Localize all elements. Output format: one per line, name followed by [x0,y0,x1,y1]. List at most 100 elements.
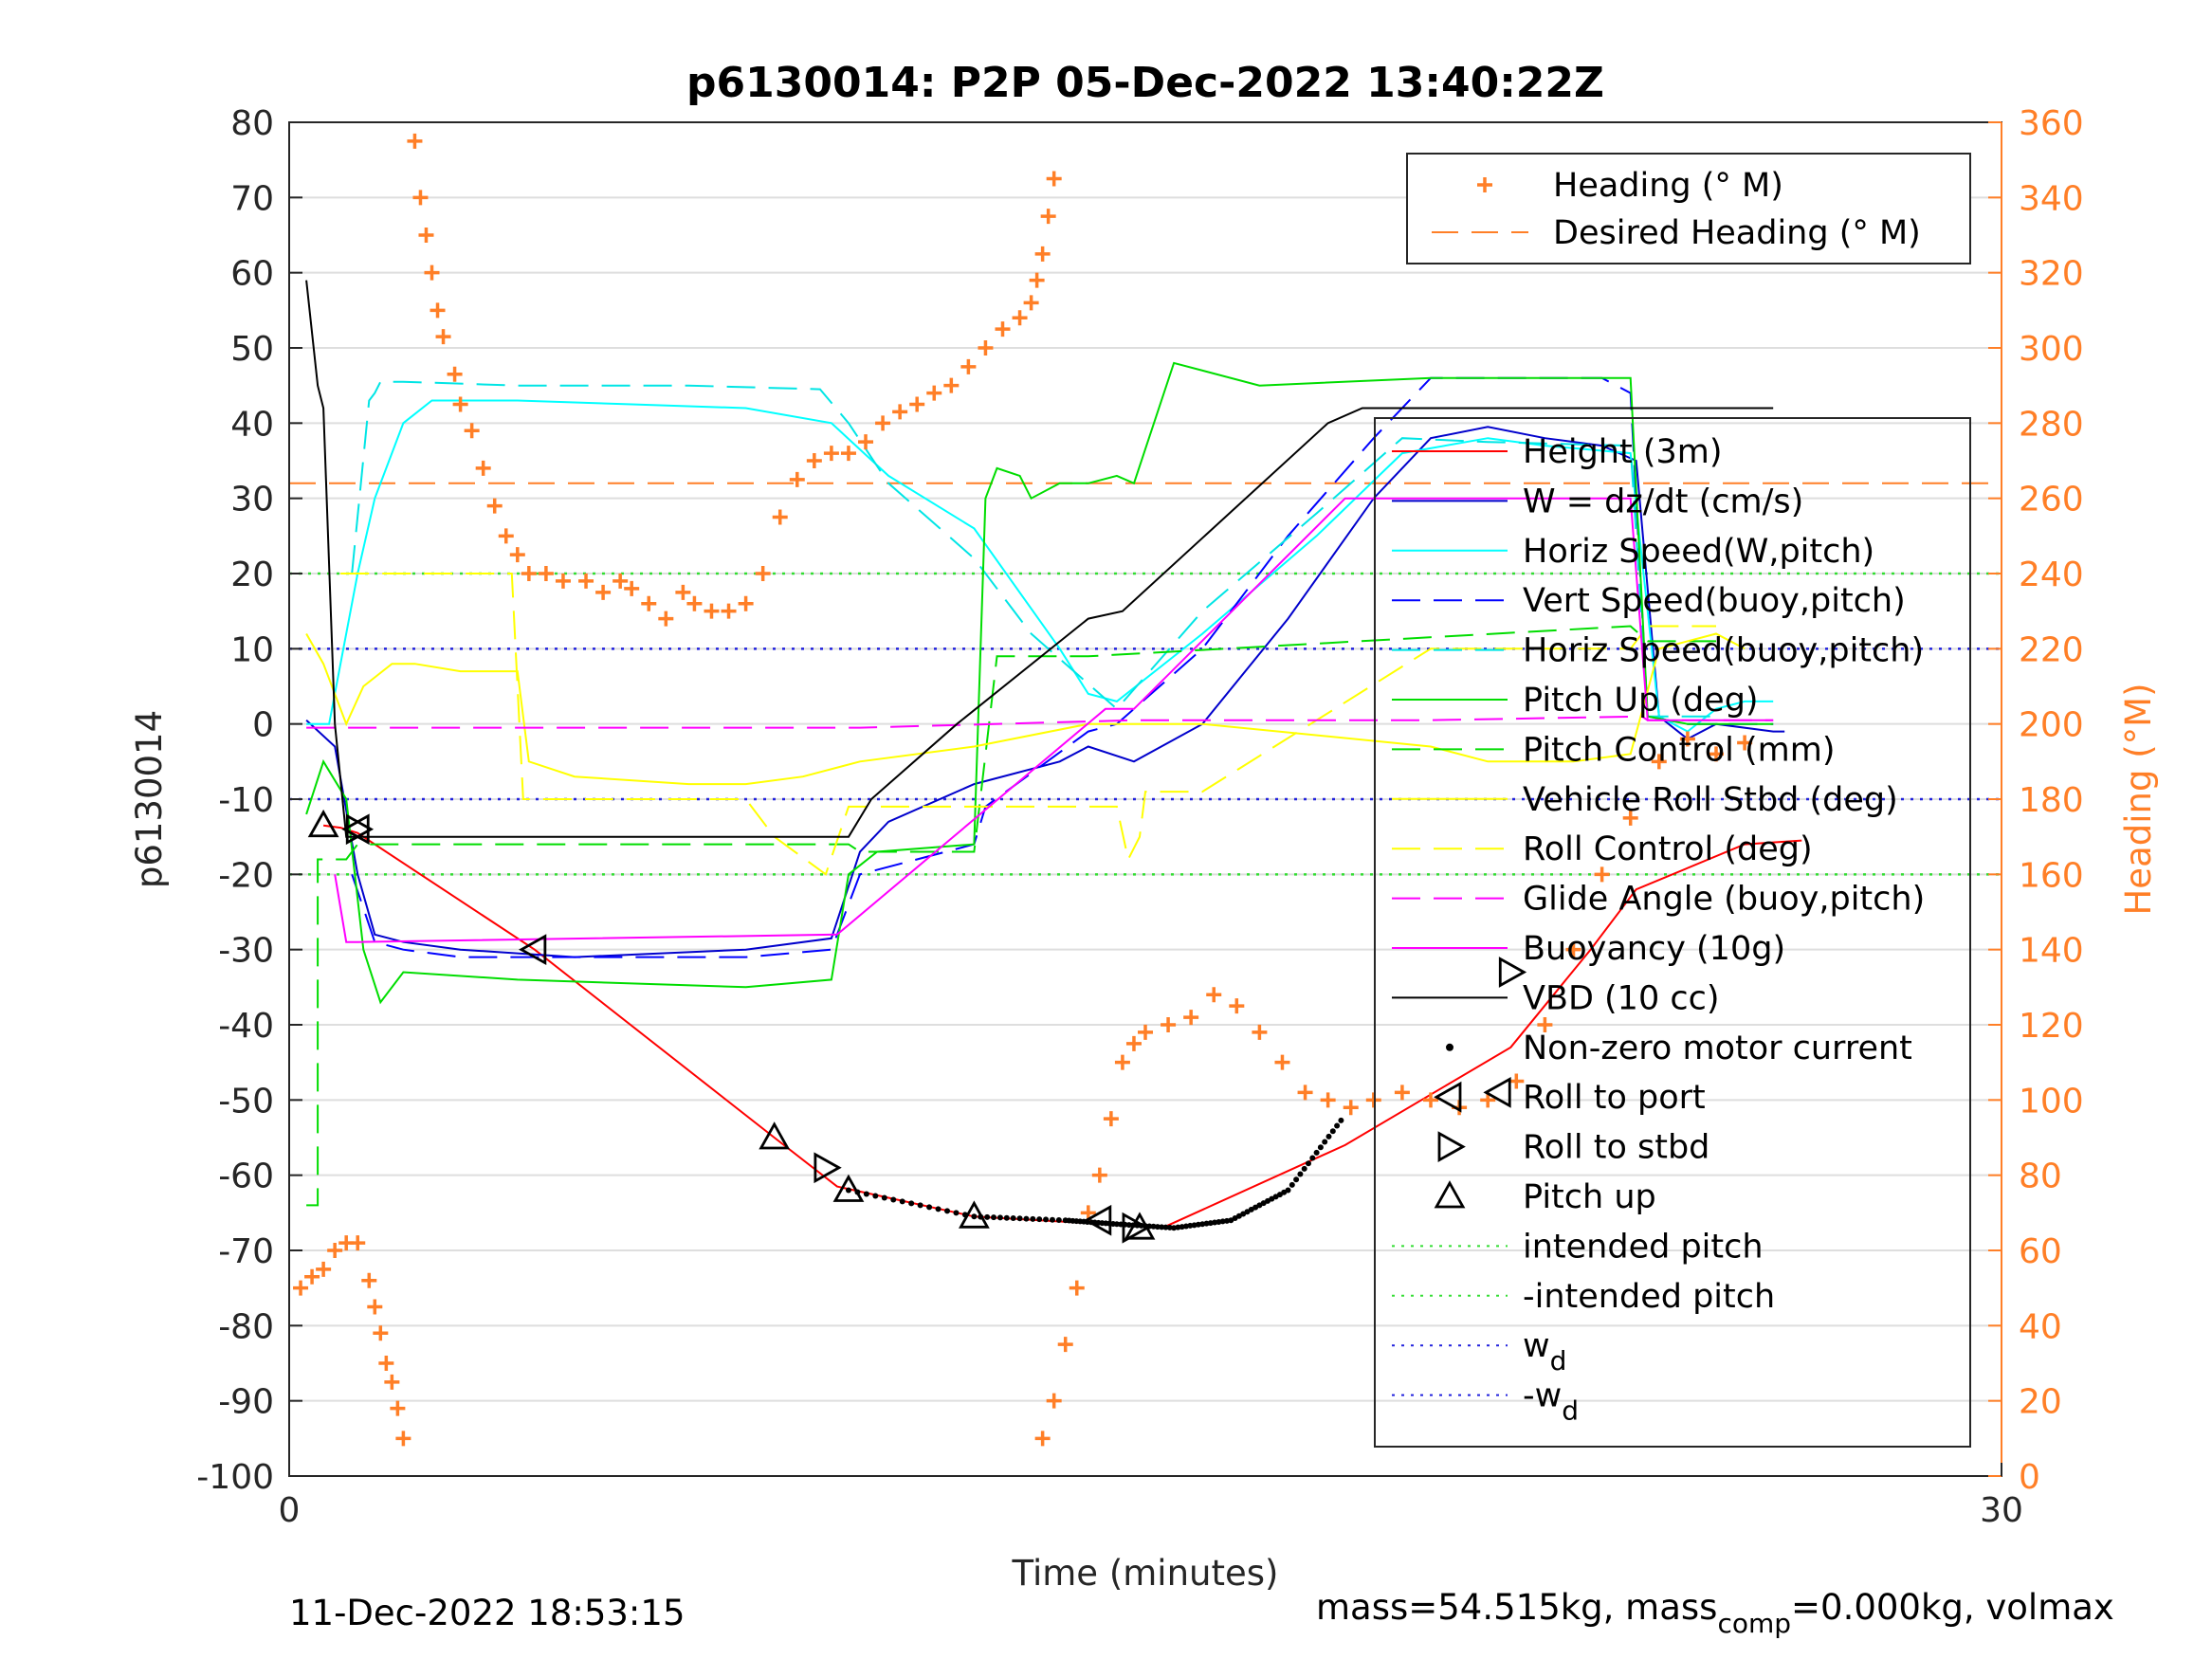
heading-marker [1622,810,1638,826]
heading-marker [658,611,674,627]
heading-marker [486,498,503,514]
heading-legend-box [1406,153,1971,264]
motor-current-dot [1334,1122,1341,1129]
y-tick-label: -70 [218,1232,274,1271]
heading-marker [755,566,771,581]
motor-current-dot [1306,1160,1311,1167]
legend-symbol [1434,1180,1466,1209]
motor-current-dot [1289,1181,1295,1188]
y-right-tick-label: 320 [2019,255,2084,294]
motor-current-dot [1293,1176,1300,1183]
pitch-up-marker [307,809,339,838]
heading-marker [498,528,514,544]
motor-current-dot [1322,1139,1328,1145]
heading-marker [1709,746,1724,762]
y-right-tick-label: 200 [2019,706,2084,745]
x-tick-label: 30 [1980,1491,2023,1530]
motor-current-dot [872,1193,879,1199]
motor-current-dot [1309,1155,1316,1161]
legend-label: Vert Speed(buoy,pitch) [1523,582,1906,620]
heading-marker [418,228,434,243]
roll-to-port-marker [1083,1204,1112,1236]
heading-marker [1274,1054,1290,1070]
x-tick-label: 0 [279,1491,301,1530]
heading-marker [1183,1010,1199,1026]
legend-label: Non-zero motor current [1523,1030,1912,1067]
heading-marker [1651,754,1667,770]
motor-current-dot [1317,1144,1324,1151]
y-right-tick-label: 300 [2019,330,2084,369]
motor-current-dot [1003,1214,1010,1221]
motor-current-dot [881,1194,887,1201]
motor-current-dot [1162,1224,1169,1231]
heading-marker [909,396,925,412]
motor-current-dot [1285,1187,1291,1194]
heading-marker [350,1235,366,1251]
heading-marker [686,595,703,611]
motor-current-dot [1010,1215,1016,1221]
heading-marker [578,573,594,589]
heading-marker [612,573,629,589]
motor-current-dot [890,1196,897,1203]
heading-marker [1594,866,1610,883]
y-tick-label: 80 [230,104,274,143]
legend-label: Height (3m) [1523,433,1723,471]
motor-current-dot [899,1198,905,1205]
y-tick-label: 50 [230,330,274,369]
motor-current-dot [1036,1216,1043,1223]
heading-marker [390,1400,406,1416]
heading-marker [1161,1017,1177,1032]
motor-current-dot [1159,1224,1165,1231]
heading-marker [840,446,856,462]
series-line [306,625,1716,1207]
y-right-tick-label: 80 [2019,1158,2062,1196]
series-line [334,497,1774,943]
heading-marker [1046,1393,1062,1409]
heading-marker [304,1268,320,1285]
legend-label: Horiz Speed(W,pitch) [1523,533,1874,571]
heading-marker [327,1243,343,1258]
heading-marker [538,566,554,581]
motor-current-dot [1325,1133,1332,1139]
legend-label: Desired Heading (° M) [1553,214,1921,252]
motor-current-dot [953,1210,960,1216]
y-tick-label: -10 [218,781,274,820]
heading-marker [1114,1054,1130,1070]
legend-label: Heading (° M) [1553,167,1783,205]
y-tick-label: -20 [218,856,274,895]
roll-to-port-marker [518,934,547,966]
roll-to-port-marker [1483,1077,1511,1108]
heading-marker [373,1325,389,1341]
heading-marker [1679,731,1695,747]
heading-marker [1012,310,1028,326]
pitch-up-marker [1124,1212,1156,1240]
heading-marker [447,366,463,382]
heading-legend: Heading (° M) Desired Heading (° M) [1406,153,1971,264]
motor-current-dot [1338,1117,1344,1123]
heading-marker [1537,1017,1553,1032]
series-line [305,361,1774,1005]
heading-marker [407,133,423,149]
y-tick-label: 40 [230,405,274,444]
heading-marker [738,595,754,611]
y-right-tick-label: 160 [2019,856,2084,895]
heading-marker [1034,246,1051,262]
motor-current-dot [1030,1215,1036,1222]
heading-marker [378,1356,394,1371]
series-line [305,280,1774,838]
pitch-up-marker [759,1121,791,1150]
y-tick-label: 20 [230,556,274,594]
legend-label: VBD (10 cc) [1523,979,1720,1017]
y-tick-label: 10 [230,630,274,669]
y-right-tick-label: 40 [2019,1307,2062,1346]
axis-ticks: 80706050403020100-10-20-30-40-50-60-70-8… [196,104,2083,1530]
heading-marker [675,584,691,600]
y-right-tick-label: 280 [2019,405,2084,444]
pitch-up-marker [959,1200,990,1229]
heading-marker [1565,941,1581,957]
heading-legend-symbol [1477,177,1492,192]
y-tick-label: -80 [218,1307,274,1346]
chart-title: p6130014: P2P 05-Dec-2022 13:40:22Z [686,59,1604,107]
legend-label: Roll to stbd [1523,1129,1709,1167]
